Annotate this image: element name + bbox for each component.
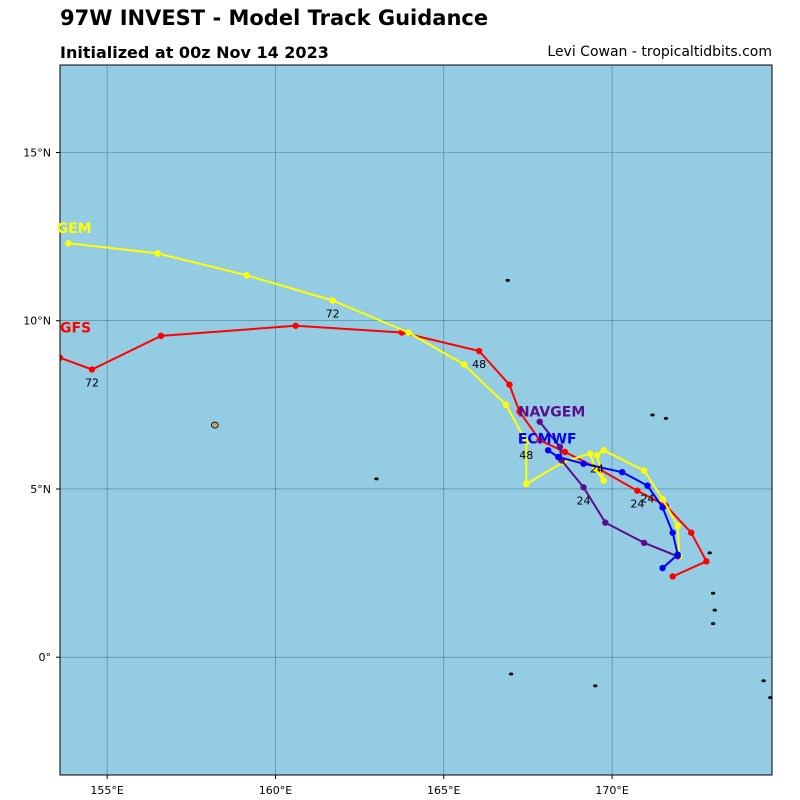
ecmwf-model-label: ECMWF xyxy=(518,432,577,448)
gfs-track-point xyxy=(60,354,64,361)
gem-track-point xyxy=(523,480,530,488)
ecmwf-track-point xyxy=(644,482,651,489)
ecmwf-track xyxy=(544,447,681,572)
ecmwf-track-point xyxy=(659,504,666,511)
ecmwf-track-point xyxy=(580,460,587,467)
gem-track-point xyxy=(502,401,510,409)
island xyxy=(593,684,598,688)
navgem-track-point xyxy=(556,443,564,451)
tick-label-lat: 0° xyxy=(39,651,52,664)
land-masses xyxy=(210,278,772,700)
navgem-model-label: NAVGEM xyxy=(518,405,585,421)
navgem-track-point xyxy=(580,484,587,491)
tick-label-lat: 15°N xyxy=(23,146,51,159)
model-tracks xyxy=(60,240,710,580)
island xyxy=(663,416,669,420)
island xyxy=(707,551,712,555)
lat-lon-grid xyxy=(60,65,772,775)
gfs-track-point xyxy=(157,332,165,340)
island xyxy=(710,622,716,626)
gem-track-point xyxy=(674,522,681,530)
gem-track-point xyxy=(329,297,336,304)
island xyxy=(505,278,510,282)
gem-track-point xyxy=(523,438,530,446)
gem-hour-label: 48 xyxy=(519,449,533,462)
gem-track-point xyxy=(154,250,161,257)
gfs-track-point xyxy=(669,573,676,580)
ecmwf-hour-label: 24 xyxy=(640,493,654,506)
ecmwf-track-point xyxy=(544,447,552,454)
ecmwf-track-point xyxy=(555,453,562,461)
gem-track-point xyxy=(600,447,607,454)
gfs-track-point xyxy=(703,558,710,565)
ecmwf-track-point xyxy=(659,564,666,572)
gem-track-point xyxy=(659,495,666,503)
tick-label-lon: 165°E xyxy=(427,784,460,797)
island xyxy=(768,696,772,700)
gem-model-label: GEM xyxy=(57,221,92,237)
ecmwf-track-point xyxy=(674,551,681,558)
island xyxy=(712,608,717,612)
navgem-track-point xyxy=(602,519,609,526)
map-frame xyxy=(59,64,773,776)
gem-track-point xyxy=(587,450,594,457)
model-labels: 24 48 72 GFS 24 48 72 GEM 24 NAVGEM 24 ECMWF xyxy=(57,221,655,510)
tick-label-lat: 10°N xyxy=(23,315,51,328)
navgem-track-point xyxy=(640,539,648,547)
island xyxy=(650,413,655,417)
gem-track-point xyxy=(600,477,607,484)
gfs-track-point xyxy=(506,381,513,388)
island xyxy=(374,477,379,481)
gfs-track-point xyxy=(634,487,641,494)
gfs-track-point xyxy=(88,366,96,373)
gfs-track-point xyxy=(516,408,523,415)
gem-track-point xyxy=(243,272,251,279)
gfs-track-line xyxy=(60,324,708,578)
ecmwf-track-point xyxy=(618,468,626,476)
navgem-hour-label: 24 xyxy=(576,494,590,507)
gem-hour-label: 72 xyxy=(326,308,340,321)
init-time-subtitle: Initialized at 00z Nov 14 2023 xyxy=(60,43,329,62)
gem-track-point xyxy=(460,361,468,368)
credit-text: Levi Cowan - tropicaltidbits.com xyxy=(547,44,772,60)
gfs-hour-label: 24 xyxy=(630,498,644,511)
ocean-background xyxy=(60,65,772,775)
tick-label-lat: 5°N xyxy=(30,483,51,496)
gfs-track-point xyxy=(536,436,543,444)
ecmwf-track-point xyxy=(669,529,676,536)
page-title: 97W INVEST - Model Track Guidance xyxy=(60,6,489,30)
gfs-hour-label: 72 xyxy=(85,377,99,390)
gfs-hour-label: 48 xyxy=(472,358,486,371)
gem-track-point xyxy=(593,452,601,459)
gem-track-point xyxy=(65,240,72,247)
island xyxy=(710,591,716,595)
island xyxy=(210,421,219,429)
axis-ticks: 155°E 160°E 165°E 170°E 15°N 10°N 5°N 0° xyxy=(23,146,629,797)
gem-track-point xyxy=(640,467,648,474)
gem-track-point xyxy=(405,329,412,336)
tick-label-lon: 155°E xyxy=(90,784,123,797)
gfs-track-point xyxy=(475,347,483,355)
island xyxy=(508,672,514,676)
gfs-track-point xyxy=(688,529,695,536)
gem-hour-label: 24 xyxy=(590,462,604,475)
gfs-track-point xyxy=(561,448,569,456)
gfs-model-label: GFS xyxy=(60,320,91,336)
tick-label-lon: 160°E xyxy=(259,784,292,797)
island xyxy=(761,679,766,683)
navgem-track-point xyxy=(536,418,543,425)
gfs-track-point xyxy=(292,322,299,329)
tick-label-lon: 170°E xyxy=(595,784,628,797)
navgem-track xyxy=(536,418,681,560)
